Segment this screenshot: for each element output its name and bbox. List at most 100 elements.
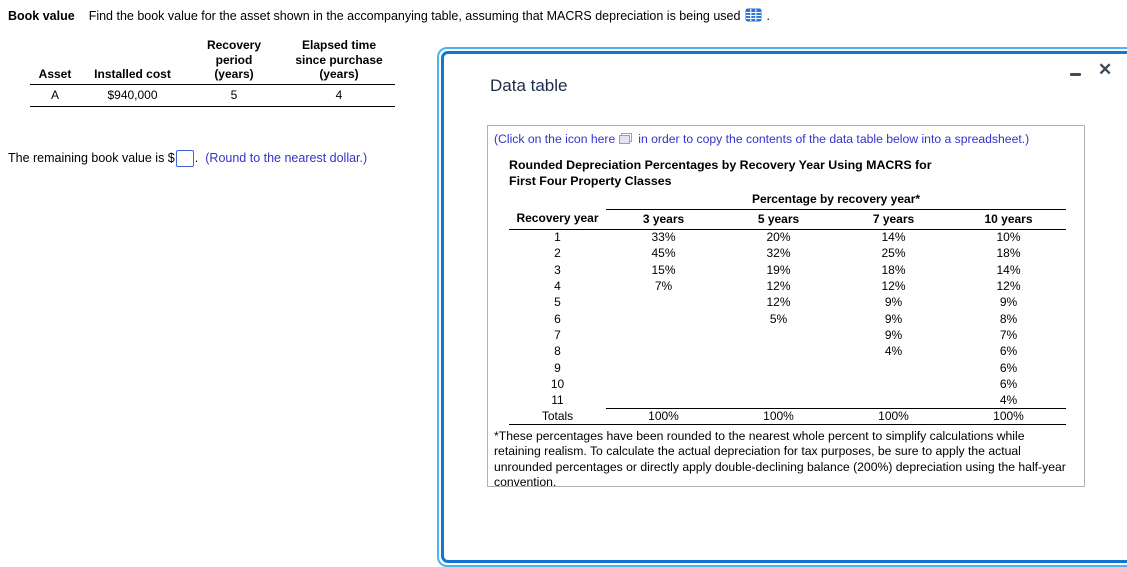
data-table-panel: (Click on the icon here in order to copy … [487, 125, 1085, 489]
table-cell: 11 [551, 393, 564, 408]
3-years-column-header: 3 years [606, 209, 721, 230]
table-cell [721, 392, 836, 408]
table-cell [606, 327, 721, 343]
table-cell: 7% [999, 327, 1018, 342]
macrs-table-title: Rounded Depreciation Percentages by Reco… [509, 157, 932, 189]
table-cell: 19% [766, 262, 791, 277]
table-cell: 5% [769, 311, 788, 326]
table-cell: 14% [996, 262, 1021, 277]
macrs-table: Percentage by recovery year* Recovery ye… [509, 192, 1066, 426]
group-header: Percentage by recovery year* [606, 192, 1066, 210]
table-cell: 4 [283, 84, 395, 107]
table-cell: 6 [554, 311, 561, 326]
table-cell [606, 392, 721, 408]
question-topic: Book value [8, 9, 75, 23]
table-cell: 33% [651, 230, 676, 245]
table-cell: 12% [881, 279, 906, 294]
copy-instruction: (Click on the icon here in order to copy … [494, 132, 1029, 146]
table-row: A $940,000 5 4 [30, 84, 395, 107]
copy-icon[interactable] [619, 133, 633, 144]
table-cell: A [30, 84, 80, 107]
popup-title: Data table [490, 76, 568, 95]
table-cell: 100% [721, 407, 836, 426]
asset-table: Asset Installed cost Recovery period (ye… [30, 38, 395, 107]
table-cell [721, 359, 836, 375]
answer-prefix: The remaining book value is $ [8, 150, 175, 165]
close-button[interactable]: ✕ [1096, 59, 1114, 80]
table-cell: 18% [996, 246, 1021, 261]
book-value-input[interactable] [175, 150, 194, 167]
table-cell: 18% [881, 262, 906, 277]
table-cell [721, 327, 836, 343]
table-cell: Totals [509, 408, 606, 426]
table-cell: 9% [884, 295, 903, 310]
table-cell: 6% [999, 344, 1018, 359]
table-cell: 100% [951, 407, 1066, 426]
table-row: 6 5% 9% 8% [509, 310, 1066, 326]
table-cell [836, 392, 951, 408]
question-text: Book value Find the book value for the as… [8, 8, 770, 25]
copy-instruction-pre: (Click on the icon here [494, 132, 616, 146]
asset-column-header: Asset [30, 38, 80, 85]
table-cell [836, 359, 951, 375]
table-cell: 100% [836, 407, 951, 426]
table-cell: 7% [654, 279, 673, 294]
table-row: 9 6% [509, 359, 1066, 375]
table-row: 3 15% 19% 18% 14% [509, 262, 1066, 278]
data-table-popup: Data table ✕ (Click on the icon here in o… [437, 47, 1127, 567]
table-cell: 5 [554, 295, 561, 310]
table-cell: 4% [999, 392, 1018, 407]
table-cell: 4% [884, 344, 903, 359]
table-cell [606, 294, 721, 310]
group-header-spacer [509, 192, 606, 209]
7-years-column-header: 7 years [836, 209, 951, 230]
table-cell [606, 310, 721, 326]
table-cell: 5 [185, 84, 283, 107]
table-row: Totals 100% 100% 100% 100% [509, 407, 1066, 426]
10-years-column-header: 10 years [951, 209, 1066, 230]
table-cell [721, 343, 836, 359]
table-cell [721, 376, 836, 392]
installed-cost-column-header: Installed cost [80, 38, 185, 85]
table-cell: $940,000 [80, 84, 185, 107]
table-cell: 8% [999, 311, 1018, 326]
table-row: 1 33% 20% 14% 10% [509, 229, 1066, 245]
table-cell: 8 [554, 344, 561, 359]
table-cell: 6% [999, 376, 1018, 391]
popup-window: Data table ✕ (Click on the icon here in o… [441, 51, 1127, 563]
question-prompt: Find the book value for the asset shown … [88, 9, 741, 23]
table-cell: 10% [996, 230, 1021, 245]
table-cell: 45% [651, 246, 676, 261]
table-cell: 14% [881, 230, 906, 245]
minimize-button[interactable] [1070, 68, 1086, 80]
table-cell [606, 343, 721, 359]
copy-instruction-post: in order to copy the contents of the dat… [638, 132, 1030, 146]
minimize-icon [1070, 73, 1081, 76]
table-cell: 12% [766, 279, 791, 294]
table-footnote: *These percentages have been rounded to … [494, 429, 1066, 490]
table-cell: 4 [554, 279, 561, 294]
recovery-period-column-header: Recovery period (years) [185, 38, 283, 85]
table-row: 4 7% 12% 12% 12% [509, 278, 1066, 294]
table-cell: 25% [881, 246, 906, 261]
table-cell: 10 [550, 376, 565, 391]
table-cell: 9% [999, 295, 1018, 310]
answer-suffix: . [194, 150, 199, 165]
5-years-column-header: 5 years [721, 209, 836, 230]
table-cell: 1 [554, 230, 561, 245]
close-icon: ✕ [1098, 60, 1113, 79]
table-row: 11 4% [509, 392, 1066, 408]
table-cell [606, 376, 721, 392]
macrs-table-title-line1: Rounded Depreciation Percentages by Reco… [509, 158, 932, 172]
table-cell: 15% [651, 262, 676, 277]
table-row: 5 12% 9% 9% [509, 294, 1066, 310]
table-cell: 32% [766, 246, 791, 261]
macrs-table-title-line2: First Four Property Classes [509, 174, 672, 189]
table-cell: 12% [766, 295, 791, 310]
table-cell [606, 359, 721, 375]
table-row: 7 9% 7% [509, 327, 1066, 343]
table-cell: 9% [884, 311, 903, 326]
table-cell: 20% [766, 230, 791, 245]
table-row: 10 6% [509, 376, 1066, 392]
data-table-icon[interactable] [745, 8, 762, 25]
